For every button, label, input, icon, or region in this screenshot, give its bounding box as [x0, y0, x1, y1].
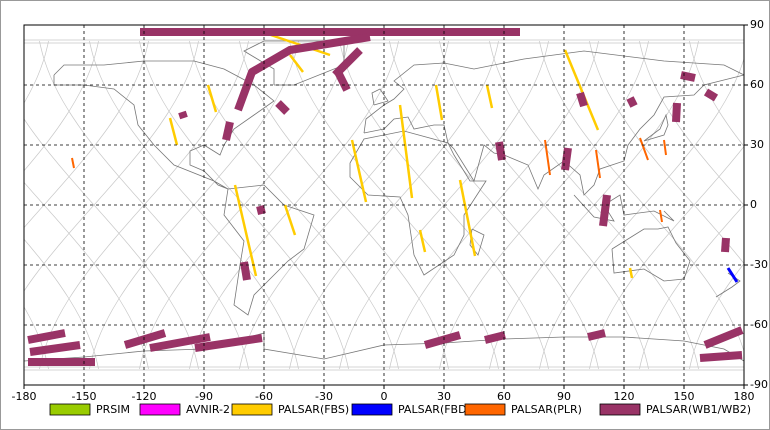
swath: [423, 331, 462, 349]
swath: [178, 110, 188, 120]
coastline: [349, 130, 487, 276]
legend-label: PALSAR(FBD): [398, 403, 471, 416]
swath: [699, 351, 743, 362]
swath: [680, 71, 696, 82]
swath: [628, 267, 634, 279]
legend-label: AVNIR-2: [186, 403, 230, 416]
swath: [663, 139, 667, 156]
orbit-track: [439, 40, 649, 370]
swath: [149, 333, 211, 352]
swath: [222, 121, 234, 141]
y-tick-label: -30: [750, 258, 768, 271]
x-tick-label: -30: [315, 390, 333, 403]
legend-swatch: [49, 403, 91, 416]
legend-swatch: [231, 403, 273, 416]
swath: [206, 84, 218, 113]
swath: [672, 102, 681, 123]
x-tick-label: -180: [12, 390, 37, 403]
coastline: [611, 226, 691, 282]
swath: [27, 329, 66, 344]
legend-label: PALSAR(WB1/WB2): [646, 403, 751, 416]
swath: [626, 96, 638, 108]
legend-swatch: [599, 403, 641, 416]
x-tick-label: 90: [557, 390, 571, 403]
orbit-track: [589, 40, 744, 265]
swath: [721, 237, 730, 253]
swath: [639, 137, 649, 161]
swath: [703, 88, 719, 102]
orbit-track: [139, 40, 349, 370]
swath: [659, 209, 663, 223]
swath: [333, 68, 351, 92]
swath-layer: [27, 28, 744, 366]
swath: [289, 54, 304, 73]
legend-label: PRSIM: [96, 403, 130, 416]
swath: [194, 334, 263, 352]
y-tick-label: 60: [750, 78, 764, 91]
swath: [599, 194, 611, 227]
swath: [458, 179, 477, 257]
swath: [544, 139, 551, 176]
axes: -180 -150 -120 -90 -60 -30 0 30 60 90 120 150 180-90…: [12, 18, 768, 416]
swath: [726, 267, 739, 283]
x-tick-label: -120: [132, 390, 157, 403]
x-tick-label: 60: [497, 390, 511, 403]
orbit-track: [689, 263, 744, 370]
swath: [168, 117, 179, 146]
orbit-track: [639, 40, 744, 206]
swath: [275, 100, 290, 115]
swath: [563, 49, 600, 131]
orbit-track: [24, 118, 199, 370]
swath: [484, 331, 506, 344]
swath: [240, 261, 251, 281]
orbit-track: [24, 40, 99, 172]
swath: [561, 147, 572, 171]
coastline: [223, 184, 315, 316]
swath: [398, 104, 414, 199]
orbit-track: [289, 40, 499, 370]
plot-frame: [23, 24, 745, 386]
orbit-track: [24, 40, 49, 104]
y-tick-label: 30: [750, 138, 764, 151]
y-tick-label: 0: [750, 198, 757, 211]
x-tick-label: -90: [195, 390, 213, 403]
x-tick-label: 180: [734, 390, 755, 403]
swath: [233, 184, 258, 277]
orbit-track: [24, 306, 49, 370]
x-tick-label: 30: [437, 390, 451, 403]
x-tick-label: 150: [674, 390, 695, 403]
swath: [234, 33, 371, 112]
swath: [434, 84, 444, 121]
legend-swatch: [139, 403, 181, 416]
x-tick-label: 120: [614, 390, 635, 403]
swath: [587, 329, 606, 341]
orbit-track: [639, 204, 744, 370]
swath: [123, 329, 167, 349]
legend-swatch: [464, 403, 506, 416]
coastline: [371, 88, 389, 106]
swath: [418, 229, 427, 253]
x-tick-label: -150: [72, 390, 97, 403]
swath: [71, 157, 75, 169]
swath: [350, 139, 368, 203]
swath: [703, 326, 744, 349]
swath: [595, 149, 601, 179]
swath: [256, 205, 266, 215]
y-tick-label: 90: [750, 18, 764, 31]
swath: [283, 204, 297, 236]
y-tick-label: -90: [750, 378, 768, 391]
coastline: [363, 50, 744, 196]
swath: [576, 91, 588, 108]
swath: [29, 341, 81, 356]
x-tick-label: -60: [255, 390, 273, 403]
coastline: [643, 113, 669, 142]
swath: [485, 84, 494, 109]
legend-swatch: [351, 403, 393, 416]
legend-label: PALSAR(FBS): [278, 403, 349, 416]
orbit-track: [24, 238, 99, 370]
x-tick-label: 0: [381, 390, 388, 403]
legend-label: PALSAR(PLR): [511, 403, 582, 416]
y-tick-label: -60: [750, 318, 768, 331]
